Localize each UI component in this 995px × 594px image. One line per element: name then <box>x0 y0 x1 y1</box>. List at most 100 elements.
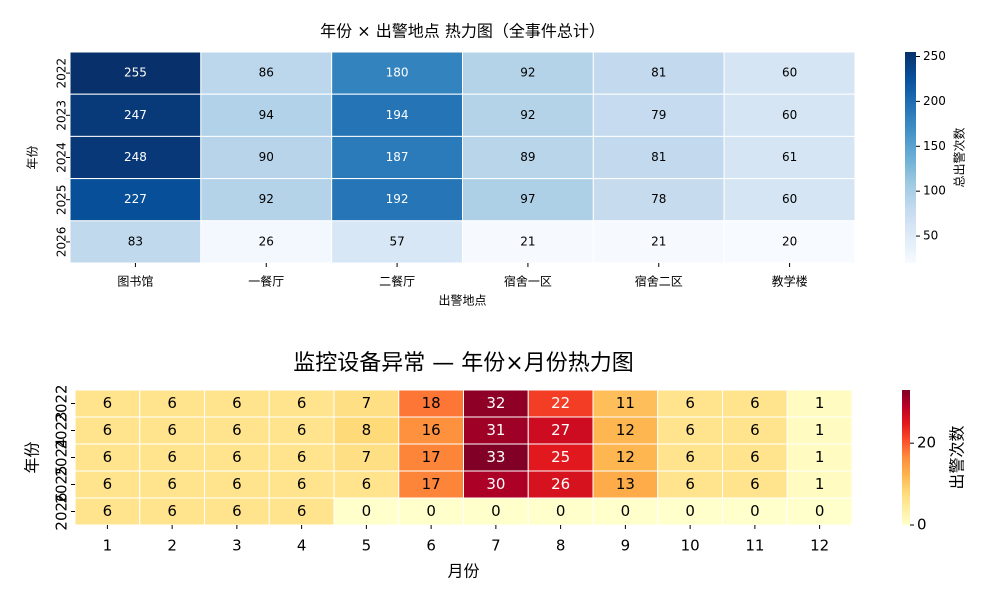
x-tick-label: 10 <box>681 537 700 555</box>
y-tick-label: 2023 <box>55 100 69 131</box>
colorbar-label: 总出警次数 <box>952 127 967 187</box>
y-tick-label: 2025 <box>53 465 71 503</box>
cell-label: 227 <box>124 192 147 206</box>
heatmap-cell <box>723 135 856 180</box>
heatmap-cell <box>657 389 723 418</box>
cell-label: 187 <box>386 150 409 164</box>
cell-label: 192 <box>386 192 409 206</box>
cell-label: 17 <box>422 448 441 466</box>
x-tick-label: 8 <box>556 537 566 555</box>
cell-label: 0 <box>491 502 501 520</box>
cell-label: 6 <box>167 394 177 412</box>
cell-label: 0 <box>750 502 760 520</box>
cell-label: 6 <box>167 475 177 493</box>
heatmap-cell <box>200 178 333 222</box>
x-axis-label: 月份 <box>447 562 479 581</box>
cell-label: 6 <box>103 502 113 520</box>
cell-label: 0 <box>685 502 695 520</box>
cell-label: 1 <box>815 421 825 439</box>
heatmap-cell <box>268 416 335 445</box>
heatmap-cell <box>333 389 400 418</box>
heatmap-cell <box>333 497 400 526</box>
y-tick-label: 2023 <box>53 411 71 449</box>
cell-label: 32 <box>486 394 505 412</box>
colorbar-tick-label: 0 <box>917 516 927 534</box>
cell-label: 6 <box>750 448 760 466</box>
cell-label: 27 <box>551 421 570 439</box>
heatmap-cell <box>527 389 594 418</box>
cell-label: 97 <box>520 192 535 206</box>
cell-label: 1 <box>815 448 825 466</box>
y-tick-label: 2026 <box>53 492 71 530</box>
y-tick-label: 2022 <box>55 58 69 89</box>
heatmap-cell <box>657 416 723 445</box>
heatmap-cell <box>722 497 788 526</box>
x-tick-label: 5 <box>362 537 372 555</box>
x-tick-label: 宿舍一区 <box>504 274 552 289</box>
cell-label: 83 <box>128 234 143 248</box>
heatmap-cell <box>723 178 856 222</box>
heatmap-cell <box>331 178 463 222</box>
cell-label: 12 <box>616 448 635 466</box>
x-tick-label: 12 <box>810 537 829 555</box>
cell-label: 22 <box>551 394 570 412</box>
chart-title: 监控设备异常 — 年份×月份热力图 <box>293 351 633 376</box>
cell-label: 180 <box>386 66 409 80</box>
cell-label: 0 <box>426 502 436 520</box>
heatmap-cell <box>786 389 853 418</box>
heatmap-cell <box>592 220 725 264</box>
y-axis-label: 年份 <box>26 145 40 169</box>
x-tick-label: 9 <box>621 537 631 555</box>
cell-label: 6 <box>685 448 695 466</box>
cell-label: 86 <box>259 66 274 80</box>
cell-label: 79 <box>651 108 666 122</box>
cell-label: 21 <box>651 234 666 248</box>
colorbar <box>902 390 910 525</box>
y-tick-label: 2025 <box>55 184 69 215</box>
colorbar <box>905 52 916 263</box>
cell-label: 11 <box>616 394 635 412</box>
heatmap-cell <box>333 416 400 445</box>
cell-label: 6 <box>750 475 760 493</box>
cell-label: 26 <box>259 234 274 248</box>
cell-label: 16 <box>422 421 441 439</box>
y-tick-label: 2024 <box>55 142 69 173</box>
heatmap-cell <box>462 178 594 222</box>
cell-label: 6 <box>685 475 695 493</box>
cell-label: 26 <box>551 475 570 493</box>
heatmap-cell <box>657 470 723 499</box>
x-tick-label: 教学楼 <box>772 274 808 289</box>
cell-label: 6 <box>103 394 113 412</box>
x-tick-label: 3 <box>232 537 242 555</box>
heatmap-cell <box>592 416 659 445</box>
y-tick-label: 2022 <box>53 384 71 422</box>
heatmap-cell <box>723 93 856 137</box>
cell-label: 255 <box>124 66 147 80</box>
heatmap-cell <box>463 470 529 499</box>
x-tick-label: 11 <box>745 537 764 555</box>
colorbar-tick-label: 100 <box>923 184 946 198</box>
heatmap-cell <box>268 497 335 526</box>
cell-label: 17 <box>422 475 441 493</box>
heatmap-cell <box>723 220 856 264</box>
cell-label: 20 <box>782 234 797 248</box>
heatmap-cell <box>462 51 594 95</box>
x-tick-label: 图书馆 <box>117 274 153 289</box>
x-tick-label: 二餐厅 <box>379 274 415 289</box>
cell-label: 6 <box>103 421 113 439</box>
heatmap-cell <box>592 497 659 526</box>
cell-label: 247 <box>124 108 147 122</box>
heatmap-cell <box>463 443 529 472</box>
heatmap-cell <box>462 135 594 180</box>
cell-label: 7 <box>362 448 372 466</box>
colorbar-label: 出警次数 <box>948 425 967 489</box>
cell-label: 13 <box>616 475 635 493</box>
x-tick-label: 4 <box>297 537 307 555</box>
cell-label: 89 <box>520 150 535 164</box>
heatmap-cell <box>200 135 333 180</box>
cell-label: 12 <box>616 421 635 439</box>
heatmap-cell <box>722 416 788 445</box>
cell-label: 8 <box>362 421 372 439</box>
